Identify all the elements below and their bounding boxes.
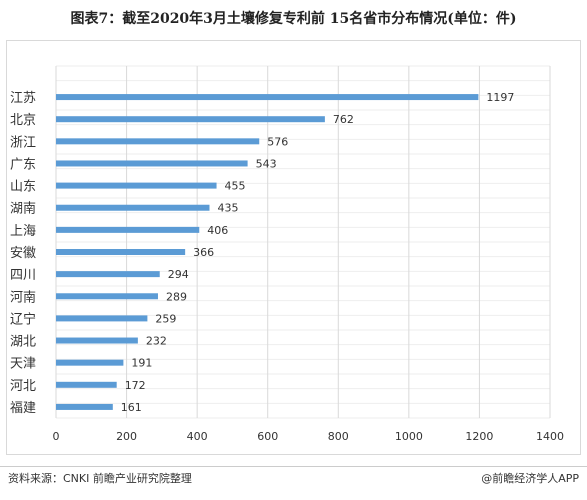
value-label: 366 [193,246,214,259]
category-label: 河北 [10,379,36,394]
source-note: 资料来源：CNKI 前瞻产业研究院整理 [8,472,192,485]
value-label: 232 [146,335,167,348]
value-label: 435 [217,202,238,215]
x-tick-label: 1000 [395,430,423,443]
value-label: 576 [267,135,288,148]
chart-title: 图表7：截至2020年3月土壤修复专利前 15名省市分布情况(单位：件) [70,11,517,27]
bar [56,337,138,344]
bar [56,204,210,211]
category-label: 河南 [10,289,36,305]
category-label: 湖北 [10,335,36,350]
bar [56,94,479,101]
category-label: 山东 [10,180,36,195]
bar [56,160,248,167]
value-label: 161 [121,401,142,414]
category-label: 北京 [10,113,36,128]
value-label: 762 [333,113,354,126]
value-label: 543 [256,157,277,170]
category-label: 江苏 [10,90,36,106]
value-label: 1197 [486,91,514,104]
category-label: 广东 [10,157,36,172]
bar [56,403,113,410]
value-label: 259 [155,312,176,325]
bar [56,138,260,145]
value-label: 289 [166,290,187,303]
footer: 资料来源：CNKI 前瞻产业研究院整理 @前瞻经济学人APP [0,466,587,490]
x-tick-label: 600 [257,430,278,443]
category-label: 福建 [10,401,36,416]
value-label: 406 [207,224,228,237]
value-label: 455 [225,180,246,193]
bars [56,94,479,410]
value-label: 191 [131,357,152,370]
category-label: 上海 [10,224,36,239]
category-label: 湖南 [10,201,36,217]
value-label: 172 [125,379,146,392]
bar [56,249,186,255]
category-label: 浙江 [10,135,36,150]
bar [56,182,217,189]
x-tick-labels: 0 200 400 600 800 1000 1200 1400 [53,430,565,443]
x-tick-label: 0 [53,430,60,443]
category-label: 安徽 [10,246,36,261]
bar [56,359,124,366]
value-label: 294 [168,268,189,281]
x-tick-label: 400 [187,430,208,443]
footer-divider [0,466,587,467]
x-tick-label: 200 [116,430,137,443]
bar [56,315,148,322]
x-tick-label: 800 [328,430,349,443]
bar [56,116,325,123]
category-label: 四川 [10,268,36,283]
chart-frame [6,40,581,455]
category-label: 天津 [10,357,36,372]
x-tick-label: 1200 [465,430,493,443]
value-labels: 1197 762 576 543 455 435 406 366 294 289 259 232 191… [121,91,515,414]
bar [56,381,117,388]
bar [56,293,158,300]
bar [56,226,200,233]
bar [56,271,160,278]
x-tick-label: 1400 [536,430,564,443]
credit-note: @前瞻经济学人APP [481,472,579,485]
category-label: 辽宁 [10,311,36,327]
